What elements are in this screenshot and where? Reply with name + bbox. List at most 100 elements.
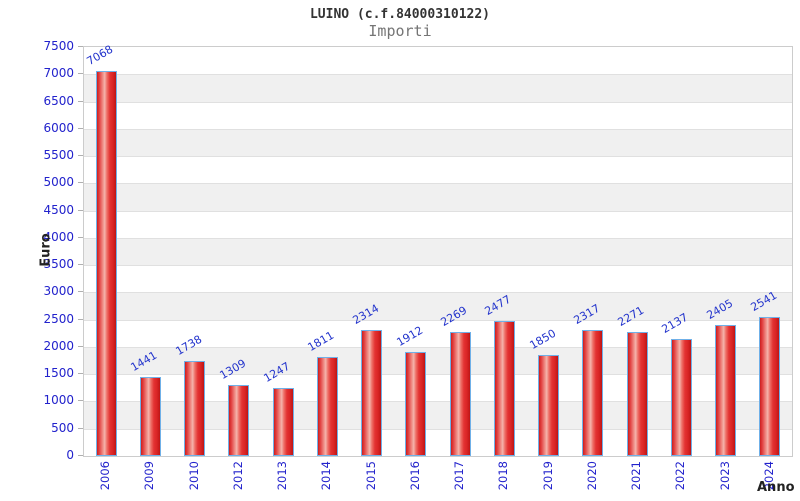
y-tick-label: 3500 <box>43 257 74 272</box>
gridline <box>84 346 792 348</box>
y-tick-label: 2000 <box>43 338 74 353</box>
x-tick-cell: 2021 <box>614 461 658 501</box>
x-tick-label: 2012 <box>230 461 245 491</box>
bar <box>449 332 471 456</box>
gridline <box>84 74 792 76</box>
x-tick-cell: 2006 <box>83 461 127 501</box>
y-tick-mark <box>78 455 83 456</box>
gridline <box>84 156 792 158</box>
chart-subtitle: Importi <box>368 22 432 40</box>
x-tick-cell: 2023 <box>703 461 747 501</box>
x-tick-label: 2016 <box>407 461 422 491</box>
y-tick-label: 4000 <box>43 229 74 244</box>
y-axis-title: Euro <box>38 233 54 267</box>
gridline <box>84 319 792 321</box>
x-tick-cell: 2020 <box>570 461 614 501</box>
x-tick-cell: 2013 <box>260 461 304 501</box>
y-tick-label: 3000 <box>43 284 74 299</box>
x-tick-label: 2009 <box>142 461 157 491</box>
grid-band <box>84 128 792 157</box>
gridline <box>84 374 792 376</box>
y-tick-mark <box>78 427 83 429</box>
y-tick-mark <box>78 400 83 402</box>
bar <box>670 339 692 456</box>
y-tick-mark <box>78 46 83 47</box>
x-tick-cell: 2019 <box>526 461 570 501</box>
x-axis-title: Anno <box>757 480 795 495</box>
x-tick-label: 2010 <box>186 461 201 491</box>
x-tick-cell: 2018 <box>481 461 525 501</box>
x-tick-label: 2018 <box>496 461 511 491</box>
gridline <box>84 183 792 185</box>
gridline <box>84 292 792 294</box>
grid-band <box>84 74 792 102</box>
bar <box>272 388 294 456</box>
y-tick-label: 5000 <box>43 175 74 190</box>
x-tick-label: 2014 <box>319 461 334 491</box>
x-tick-label: 2015 <box>363 461 378 491</box>
bar <box>626 332 648 456</box>
x-tick-cell: 2012 <box>216 461 260 501</box>
bar <box>538 355 560 456</box>
grid-band <box>84 210 792 238</box>
bar <box>95 70 117 456</box>
y-tick-mark <box>78 318 83 320</box>
x-tick-label: 2022 <box>673 461 688 491</box>
bar <box>405 351 427 456</box>
grid-band <box>84 237 792 266</box>
y-tick-label: 6500 <box>43 93 74 108</box>
y-tick-mark <box>78 291 83 293</box>
x-tick-label: 2021 <box>629 461 644 491</box>
x-tick-cell: 2009 <box>127 461 171 501</box>
gridline <box>84 401 792 403</box>
grid-band <box>84 156 792 184</box>
plot-area: 7068 1441 1738 1309 1247 1811 2314 1912 2269 2477… <box>83 42 793 457</box>
y-tick-mark <box>78 182 83 184</box>
x-tick-cell: 2014 <box>304 461 348 501</box>
y-tick-label: 0 <box>66 448 74 462</box>
y-tick-mark <box>78 127 83 129</box>
bar <box>582 329 604 456</box>
y-tick-mark <box>78 209 83 211</box>
bar <box>361 329 383 456</box>
bar <box>184 361 206 456</box>
gridline <box>84 101 792 103</box>
y-tick-label: 5500 <box>43 148 74 163</box>
grid-band <box>84 292 792 320</box>
y-tick-label: 6000 <box>43 120 74 135</box>
y-tick-label: 4500 <box>43 202 74 217</box>
gridline <box>84 265 792 267</box>
y-tick-mark <box>78 73 83 75</box>
x-tick-label: 2006 <box>98 461 113 491</box>
gridline <box>84 237 792 239</box>
x-tick-cell: 2017 <box>437 461 481 501</box>
y-tick-label: 2500 <box>43 311 74 326</box>
y-tick-mark <box>78 373 83 375</box>
x-tick-cell: 2015 <box>349 461 393 501</box>
bar <box>139 377 161 456</box>
x-tick-label: 2020 <box>584 461 599 491</box>
gridline <box>84 428 792 430</box>
gridline <box>84 210 792 212</box>
grid-band <box>84 101 792 129</box>
x-tick-cell: 2016 <box>393 461 437 501</box>
y-tick-mark <box>78 236 83 238</box>
grid-band <box>84 47 792 75</box>
y-tick-label: 7500 <box>43 39 74 53</box>
grid-band <box>84 265 792 293</box>
y-tick-label: 7000 <box>43 66 74 81</box>
bar <box>316 357 338 456</box>
x-tick-label: 2013 <box>275 461 290 491</box>
gridline <box>84 128 792 130</box>
x-tick-label: 2017 <box>452 461 467 491</box>
y-tick-mark <box>78 264 83 266</box>
y-tick-label: 1500 <box>43 366 74 381</box>
x-tick-cell: 2010 <box>172 461 216 501</box>
y-tick-label: 500 <box>51 420 74 435</box>
x-tick-label: 2019 <box>540 461 555 491</box>
grid-band <box>84 183 792 211</box>
bar <box>228 384 250 456</box>
y-tick-label: 1000 <box>43 393 74 408</box>
bar <box>715 324 737 456</box>
